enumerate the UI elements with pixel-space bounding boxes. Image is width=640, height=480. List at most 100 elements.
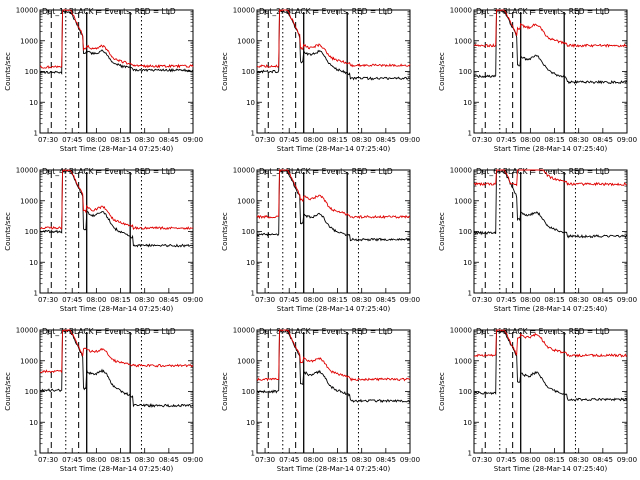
- x-tick-label: 08:15: [110, 136, 130, 144]
- x-tick-label: 07:30: [255, 136, 275, 144]
- y-tick-label: 10: [463, 259, 472, 267]
- x-tick-label: 07:30: [472, 296, 492, 304]
- x-tick-label: 08:15: [110, 296, 130, 304]
- x-tick-label: 07:30: [472, 136, 492, 144]
- x-tick-label: 08:00: [303, 456, 323, 464]
- chart-panel: Det_3f BLACK = Events, RED = LLD 1 10 100 10…: [438, 7, 637, 154]
- lld-series-line: [473, 9, 628, 48]
- lld-series-line: [256, 168, 411, 220]
- y-tick-label: 1: [251, 450, 255, 458]
- events-series-line: [256, 169, 411, 242]
- y-tick-label: 10: [246, 99, 255, 107]
- x-tick-label: 08:45: [376, 296, 396, 304]
- events-series-line: [256, 9, 411, 81]
- y-tick-label: 1: [34, 450, 38, 458]
- chart-panel: Det_4f BLACK = Events, RED = LLD 1 10 100 10…: [4, 167, 203, 314]
- x-tick-label: 08:00: [86, 296, 106, 304]
- y-axis-label: Counts/sec: [221, 212, 229, 251]
- y-tick-label: 10000: [233, 7, 255, 15]
- x-tick-label: 08:15: [327, 296, 347, 304]
- chart-title: Det_6f BLACK = Events, RED = LLD: [476, 167, 610, 176]
- x-axis-label: Start Time (28-Mar-14 07:25:40): [277, 305, 391, 313]
- y-tick-label: 1000: [454, 357, 472, 365]
- chart-title: Det_7f BLACK = Events, RED = LLD: [42, 327, 176, 336]
- x-tick-label: 08:45: [159, 136, 179, 144]
- x-tick-label: 09:00: [617, 456, 637, 464]
- plot-frame: [39, 329, 194, 454]
- y-tick-label: 1000: [237, 197, 255, 205]
- y-tick-label: 10: [29, 99, 38, 107]
- x-tick-label: 08:30: [352, 136, 372, 144]
- chart-title: Det_8f BLACK = Events, RED = LLD: [259, 327, 393, 336]
- x-axis-label: Start Time (28-Mar-14 07:25:40): [60, 145, 174, 153]
- chart-panel: Det_8f BLACK = Events, RED = LLD 1 10 100 10…: [221, 327, 420, 474]
- x-tick-label: 08:45: [593, 296, 613, 304]
- x-tick-label: 08:15: [544, 136, 564, 144]
- events-series-line: [473, 329, 628, 402]
- x-tick-label: 08:45: [376, 136, 396, 144]
- chart-panel: Det_6f BLACK = Events, RED = LLD 1 10 100 10…: [438, 167, 637, 314]
- chart-title: Det_1f BLACK = Events, RED = LLD: [42, 7, 176, 16]
- y-tick-label: 1000: [20, 197, 38, 205]
- y-tick-label: 1: [468, 290, 472, 298]
- chart-title: Det_3f BLACK = Events, RED = LLD: [476, 7, 610, 16]
- y-tick-label: 10000: [16, 327, 38, 335]
- plot-frame: [39, 9, 194, 134]
- y-tick-label: 100: [459, 68, 472, 76]
- x-tick-label: 08:00: [86, 456, 106, 464]
- y-tick-label: 100: [242, 388, 255, 396]
- plot-frame: [39, 169, 194, 294]
- x-tick-label: 07:45: [279, 136, 299, 144]
- y-tick-label: 1000: [237, 357, 255, 365]
- x-axis-label: Start Time (28-Mar-14 07:25:40): [277, 145, 391, 153]
- y-tick-label: 100: [459, 228, 472, 236]
- y-axis-label: Counts/sec: [438, 52, 446, 91]
- y-tick-label: 1000: [454, 197, 472, 205]
- x-tick-label: 09:00: [400, 296, 420, 304]
- x-tick-label: 07:45: [496, 136, 516, 144]
- x-tick-label: 09:00: [617, 296, 637, 304]
- y-tick-label: 1: [34, 290, 38, 298]
- x-tick-label: 08:30: [569, 296, 589, 304]
- plot-frame: [473, 329, 628, 454]
- x-axis-label: Start Time (28-Mar-14 07:25:40): [60, 465, 174, 473]
- chart-title: Det_5f BLACK = Events, RED = LLD: [259, 167, 393, 176]
- y-tick-label: 1000: [20, 357, 38, 365]
- events-series-line: [256, 329, 411, 403]
- x-tick-label: 08:00: [303, 296, 323, 304]
- y-axis-label: Counts/sec: [4, 212, 12, 251]
- y-axis-label: Counts/sec: [221, 372, 229, 411]
- lld-series-line: [473, 169, 628, 187]
- x-tick-label: 08:45: [376, 456, 396, 464]
- x-tick-label: 08:30: [135, 456, 155, 464]
- x-tick-label: 09:00: [183, 136, 203, 144]
- x-axis-label: Start Time (28-Mar-14 07:25:40): [60, 305, 174, 313]
- x-tick-label: 07:45: [62, 456, 82, 464]
- x-tick-label: 08:45: [159, 296, 179, 304]
- y-axis-label: Counts/sec: [4, 372, 12, 411]
- lld-series-line: [40, 169, 194, 231]
- x-tick-label: 08:30: [352, 456, 372, 464]
- y-tick-label: 10: [29, 259, 38, 267]
- x-tick-label: 08:30: [135, 136, 155, 144]
- x-tick-label: 08:30: [569, 456, 589, 464]
- x-tick-label: 08:30: [569, 136, 589, 144]
- x-tick-label: 09:00: [183, 296, 203, 304]
- y-tick-label: 10000: [450, 7, 472, 15]
- chart-title: Det_4f BLACK = Events, RED = LLD: [42, 167, 176, 176]
- x-tick-label: 08:30: [135, 296, 155, 304]
- x-tick-label: 09:00: [400, 456, 420, 464]
- y-tick-label: 1000: [237, 37, 255, 45]
- x-tick-label: 08:15: [544, 456, 564, 464]
- x-tick-label: 09:00: [183, 456, 203, 464]
- plot-frame: [256, 329, 411, 454]
- x-tick-label: 08:00: [86, 136, 106, 144]
- x-tick-label: 08:00: [520, 136, 540, 144]
- y-tick-label: 10000: [16, 167, 38, 175]
- x-tick-label: 08:30: [352, 296, 372, 304]
- events-series-line: [39, 10, 194, 75]
- x-tick-label: 08:00: [520, 296, 540, 304]
- x-axis-label: Start Time (28-Mar-14 07:25:40): [494, 145, 608, 153]
- lld-series-line: [39, 329, 194, 374]
